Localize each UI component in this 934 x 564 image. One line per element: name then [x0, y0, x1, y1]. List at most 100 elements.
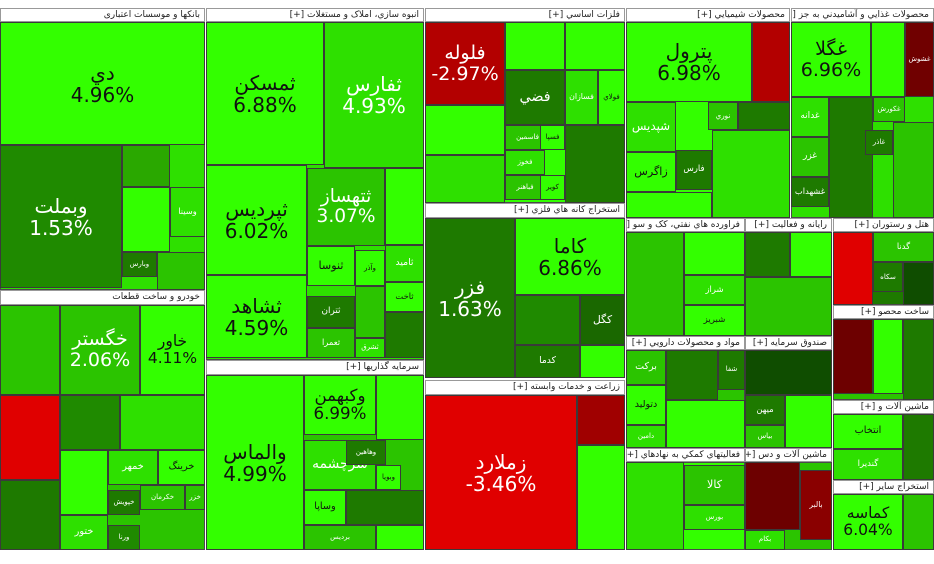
stock-tile: شفا: [718, 350, 745, 390]
stock-tile: وبارس: [122, 252, 157, 277]
stock-tile: والماس 4.99%: [206, 375, 304, 550]
stock-label: خزر: [189, 492, 201, 501]
tile-filler: [738, 102, 790, 130]
stock-label: وبملت: [34, 193, 88, 218]
stock-tile: غشهداب: [791, 177, 829, 207]
stock-label: کدما: [539, 355, 556, 367]
tile-filler: [833, 232, 873, 305]
tile-filler: [833, 319, 873, 394]
stock-label: دتوليد: [634, 398, 658, 410]
tile-filler: [893, 122, 934, 218]
sector-header: انبوه سازي، املاک و مستغلات [+]: [206, 8, 424, 22]
tile-filler: [873, 319, 903, 394]
tile-filler: [903, 319, 934, 400]
stock-label: وهاهين: [355, 447, 377, 456]
stock-label: شپديس: [631, 119, 671, 134]
sector-header: استخراج ساير [+]: [833, 480, 934, 494]
stock-tile: وساپا: [304, 490, 346, 525]
stock-label: فسپا: [545, 132, 560, 141]
stock-tile: وکبهمن 6.99%: [304, 375, 376, 435]
stock-label: کاما: [553, 233, 587, 258]
stock-label: بورس: [705, 512, 724, 521]
stock-tile: وآذر: [355, 250, 385, 286]
stock-label: خپويش: [113, 497, 135, 506]
stock-tile: کاما 6.86%: [515, 218, 625, 295]
stock-label: بالبر: [809, 499, 823, 509]
stock-label: کگل: [592, 313, 613, 327]
stock-tile: بكام: [745, 530, 785, 550]
stock-tile: فضي: [505, 70, 565, 125]
tile-filler: [60, 395, 120, 450]
tile-filler: [60, 450, 108, 515]
stock-tile: کدما: [515, 345, 580, 378]
stock-label: غاذر: [872, 137, 886, 146]
stock-label: وآذر: [363, 263, 377, 273]
tile-filler: [577, 395, 625, 445]
sector-header: صندوق سرمايه [+]: [745, 336, 832, 350]
stock-tile: ثپرديس 6.02%: [206, 165, 307, 275]
sector-header: فعاليتهاي کمکي به نهادهاي [+]: [626, 448, 745, 462]
sector-header: ماشين آلات و [+]: [833, 400, 934, 414]
stock-tile: وسينا: [170, 187, 205, 237]
stock-tile: خمهر: [108, 450, 158, 485]
stock-label: بياس: [757, 431, 773, 440]
tile-filler: [829, 97, 873, 218]
stock-tile: خاور 4.11%: [140, 305, 205, 395]
stock-label: کوير: [546, 182, 559, 191]
stock-change: 1.63%: [438, 297, 502, 321]
stock-tile: ثشاهد 4.59%: [206, 275, 307, 358]
stock-change: 6.86%: [538, 255, 602, 280]
stock-label: پترول: [665, 39, 713, 63]
stock-tile: ثامید: [385, 245, 424, 282]
tile-filler: [626, 192, 712, 218]
stock-label: فولاي: [603, 92, 620, 101]
stock-tile: ميهن: [745, 395, 785, 425]
stock-label: ثپرديس: [225, 197, 288, 221]
stock-label: انتخاب: [854, 425, 882, 437]
stock-label: ثتهساز: [320, 185, 372, 207]
stock-tile: بالبر: [800, 470, 832, 540]
stock-change: -2.97%: [431, 62, 499, 85]
stock-tile: ثشرق: [355, 338, 385, 358]
stock-tile: ثنوسا: [307, 246, 355, 286]
tile-filler: [752, 22, 790, 102]
tile-filler: [120, 395, 205, 450]
stock-label: برديس: [330, 532, 350, 541]
stock-label: زملارد: [475, 449, 527, 474]
stock-tile: ثعمرا: [307, 328, 355, 358]
tile-filler: [0, 395, 60, 480]
stock-tile: برکت: [626, 350, 666, 385]
stock-label: خمهر: [122, 461, 144, 473]
stock-tile: خرينگ: [158, 450, 205, 485]
stock-tile: خپويش: [108, 490, 140, 515]
tile-filler: [745, 277, 832, 336]
stock-label: ميهن: [756, 404, 774, 415]
stock-label: خکرمان: [150, 492, 175, 501]
stock-tile: بياس: [745, 425, 785, 448]
stock-label: فباهنر: [516, 182, 534, 191]
stock-tile: غشوش: [905, 22, 934, 97]
stock-label: گندیرا: [857, 458, 879, 469]
stock-tile: زملارد -3.46%: [425, 395, 577, 550]
stock-tile: وبملت 1.53%: [0, 145, 122, 288]
stock-label: ثاخت: [395, 291, 414, 302]
tile-filler: [122, 145, 170, 187]
stock-change: 4.99%: [223, 461, 287, 486]
stock-change: 2.06%: [69, 349, 131, 371]
sector-header: مواد و محصولات دارويي [+]: [626, 336, 745, 350]
stock-label: وساپا: [314, 501, 336, 513]
stock-tile: غگلا 6.96%: [791, 22, 871, 97]
tile-filler: [666, 350, 718, 400]
stock-tile: انتخاب: [833, 414, 903, 449]
stock-tile: فزر 1.63%: [425, 218, 515, 378]
stock-label: ثشاهد: [231, 293, 282, 318]
sector-header: رايانه و فعاليت [+]: [745, 218, 832, 232]
stock-tile: خکرمان: [140, 485, 185, 510]
stock-label: فارس: [683, 164, 705, 175]
stock-tile: کالا: [684, 465, 745, 505]
stock-change: 6.88%: [233, 92, 297, 117]
stock-tile: شراز: [684, 275, 745, 305]
stock-tile: وهاهين: [346, 440, 386, 465]
stock-tile: ثمسکن 6.88%: [206, 22, 324, 165]
